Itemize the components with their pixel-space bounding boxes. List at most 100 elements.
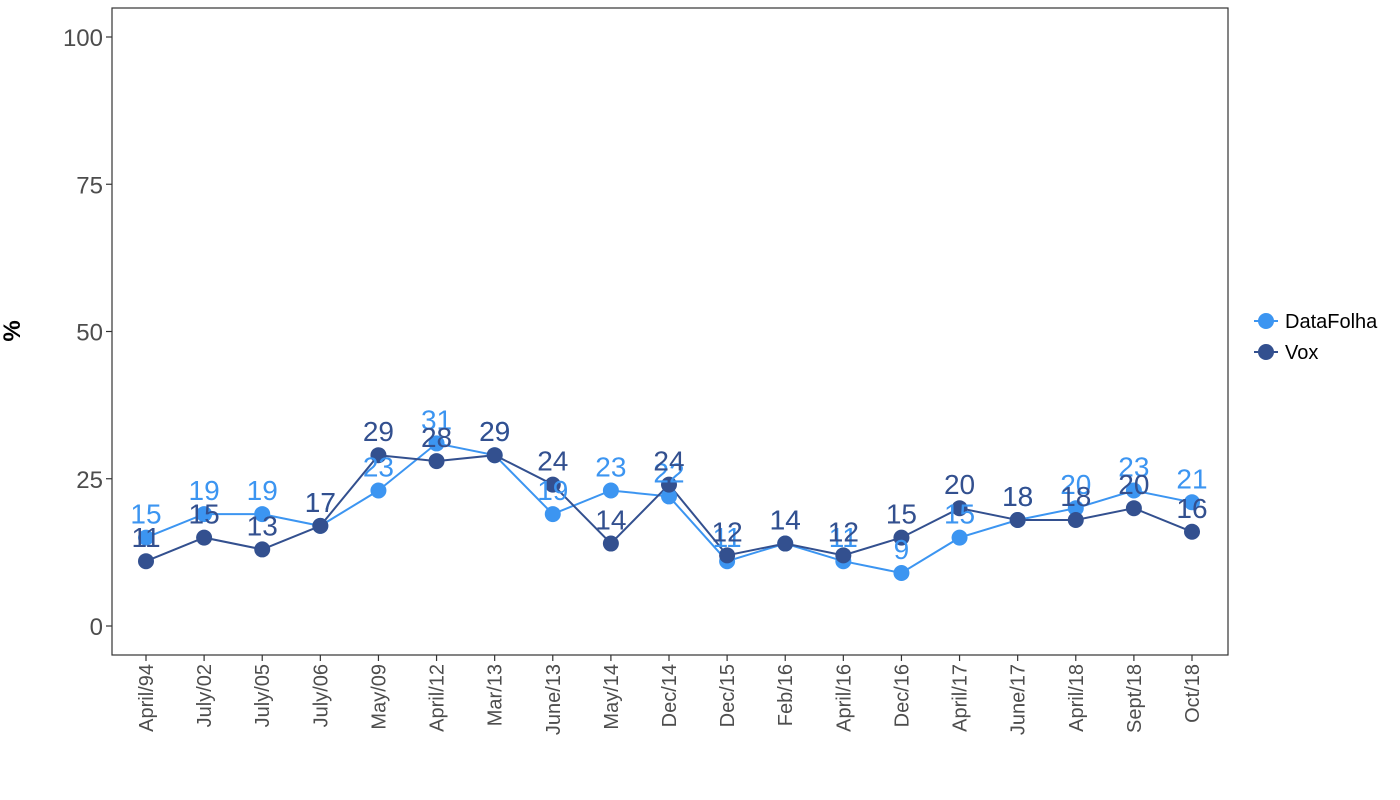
data-label-vox: 11	[131, 522, 160, 553]
data-point-vox	[1009, 511, 1026, 528]
plot-panel	[111, 7, 1229, 656]
data-point-vox	[370, 447, 387, 464]
data-label-vox: 20	[1118, 469, 1149, 500]
x-tick-label: Dec/16	[891, 664, 913, 727]
x-tick-label: Dec/14	[659, 664, 681, 727]
y-tick-label: 50	[76, 320, 103, 347]
x-tick-label: April/94	[136, 664, 158, 732]
data-label-vox: 18	[1002, 481, 1033, 512]
y-axis: 0 25 50 75 100	[63, 25, 112, 641]
x-tick-label: July/05	[252, 664, 274, 727]
data-point-vox	[661, 476, 677, 493]
legend: DataFolha Vox	[1254, 311, 1378, 364]
data-label-vox: 14	[770, 505, 801, 536]
data-label-vox: 15	[189, 499, 220, 530]
data-label-datafolha: 23	[595, 452, 626, 483]
data-label-vox: 13	[247, 510, 278, 541]
data-point-datafolha	[661, 488, 677, 505]
data-label-datafolha: 11	[713, 522, 742, 553]
data-label-datafolha: 9	[894, 534, 910, 565]
data-label-datafolha: 17	[305, 487, 336, 518]
y-tick-label: 100	[63, 25, 103, 52]
data-point-vox	[196, 529, 213, 546]
legend-key-point-datafolha	[1258, 313, 1274, 329]
x-tick-label: June/17	[1008, 664, 1030, 735]
data-label-vox: 28	[421, 422, 452, 453]
data-label-vox: 16	[1176, 493, 1207, 524]
data-point-vox	[312, 517, 329, 534]
data-point-vox	[486, 447, 503, 464]
data-point-datafolha	[1184, 494, 1200, 511]
data-label-datafolha: 19	[247, 475, 278, 506]
data-label-vox: 12	[828, 516, 859, 547]
data-label-datafolha: 11	[829, 522, 858, 553]
data-label-datafolha: 14	[770, 505, 801, 536]
data-point-vox	[835, 547, 852, 564]
x-tick-label: Dec/15	[717, 664, 739, 727]
data-label-datafolha: 18	[1002, 481, 1033, 512]
data-label-datafolha: 19	[537, 475, 568, 506]
data-point-datafolha	[370, 482, 387, 499]
data-label-datafolha: 21	[1176, 463, 1207, 494]
data-label-datafolha: 20	[1060, 469, 1091, 500]
data-label-vox: 29	[363, 416, 394, 447]
y-tick-label: 0	[90, 614, 103, 641]
data-point-datafolha	[893, 564, 910, 581]
x-tick-label: Sept/18	[1124, 664, 1146, 733]
data-label-vox: 24	[653, 446, 684, 477]
data-point-vox	[428, 453, 445, 470]
data-label-datafolha: 29	[479, 416, 510, 447]
x-tick-label: July/02	[194, 664, 216, 727]
x-tick-label: June/13	[543, 664, 565, 735]
data-point-vox	[544, 476, 561, 493]
data-label-datafolha: 19	[189, 475, 220, 506]
x-tick-label: Mar/13	[485, 664, 507, 726]
y-tick-label: 25	[76, 467, 103, 494]
data-label-vox: 12	[712, 516, 743, 547]
data-label-datafolha: 23	[363, 452, 394, 483]
data-point-datafolha	[1067, 500, 1084, 517]
y-tick-label: 75	[76, 172, 103, 199]
data-point-datafolha	[428, 435, 445, 452]
data-point-vox	[602, 535, 619, 552]
data-label-vox: 20	[944, 469, 975, 500]
data-point-vox	[777, 535, 794, 552]
x-tick-label: April/16	[833, 664, 855, 732]
data-point-vox	[893, 529, 910, 546]
data-label-vox: 29	[479, 416, 510, 447]
legend-label-datafolha: DataFolha	[1285, 311, 1378, 333]
data-point-vox	[1125, 500, 1142, 517]
x-tick-label: May/14	[601, 664, 623, 730]
data-label-vox: 17	[305, 487, 336, 518]
data-point-vox	[1067, 511, 1084, 528]
x-tick-label: July/06	[310, 664, 332, 727]
x-tick-label: May/09	[368, 664, 390, 730]
data-point-vox	[138, 553, 154, 570]
data-label-vox: 24	[537, 446, 568, 477]
data-label-vox: 18	[1060, 481, 1091, 512]
x-tick-label: April/12	[427, 664, 449, 732]
legend-key-point-vox	[1258, 344, 1274, 360]
x-tick-label: April/17	[950, 664, 972, 732]
data-point-datafolha	[1125, 482, 1142, 499]
data-point-vox	[951, 500, 968, 517]
data-label-datafolha: 31	[421, 404, 452, 435]
legend-label-vox: Vox	[1285, 342, 1318, 364]
data-label-datafolha: 23	[1118, 452, 1149, 483]
x-tick-label: Feb/16	[775, 664, 797, 726]
data-label-datafolha: 22	[653, 457, 684, 488]
data-point-datafolha	[254, 506, 271, 523]
data-point-vox	[1184, 523, 1200, 540]
data-point-datafolha	[138, 529, 154, 546]
data-point-vox	[719, 547, 736, 564]
data-label-datafolha: 15	[130, 499, 161, 530]
data-point-datafolha	[602, 482, 619, 499]
series-layer	[138, 435, 1200, 581]
data-label-vox: 15	[886, 499, 917, 530]
data-point-datafolha	[544, 506, 561, 523]
data-label-datafolha: 15	[944, 499, 975, 530]
data-label-vox: 14	[595, 505, 626, 536]
data-point-vox	[254, 541, 271, 558]
